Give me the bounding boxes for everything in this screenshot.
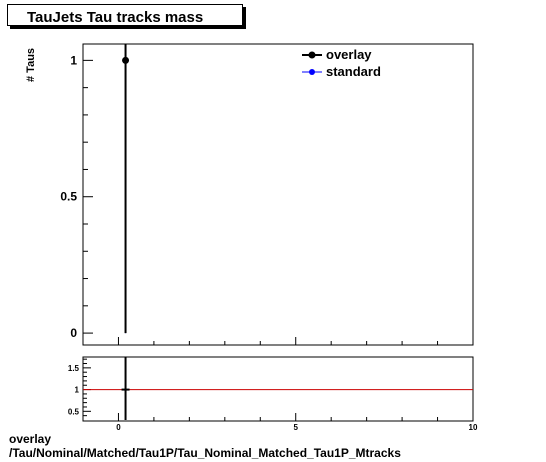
y-axis-label: # Taus <box>25 47 37 82</box>
ratio-x-ticks: 0 5 10 <box>82 413 478 432</box>
legend: overlay standard <box>302 47 381 79</box>
main-series <box>122 44 130 334</box>
main-y-ticks: 00.51 <box>60 53 93 340</box>
ratio-y-tick-label: 1 <box>75 386 80 395</box>
main-plot-frame <box>82 43 474 346</box>
legend-overlay-marker <box>308 51 316 59</box>
footer-line-2: /Tau/Nominal/Matched/Tau1P/Tau_Nominal_M… <box>9 446 401 460</box>
y-tick-label: 0.5 <box>60 190 77 204</box>
ratio-plot-frame <box>82 356 474 422</box>
marker-overlay <box>122 56 130 64</box>
legend-overlay-label: overlay <box>326 47 372 62</box>
main-x-ticks <box>82 337 474 345</box>
legend-standard-label: standard <box>326 64 381 79</box>
ratio-series <box>83 357 473 420</box>
footer-line-1: overlay <box>9 432 52 446</box>
x-tick-label: 10 <box>469 423 478 432</box>
y-tick-label: 0 <box>70 326 77 340</box>
ratio-y-tick-label: 0.5 <box>68 407 80 416</box>
ratio-y-tick-label: 1.5 <box>68 364 80 373</box>
x-tick-label: 5 <box>294 423 299 432</box>
title-box: TauJets Tau tracks mass <box>7 4 243 26</box>
y-tick-label: 1 <box>70 53 77 67</box>
chart-title: TauJets Tau tracks mass <box>27 9 204 26</box>
x-tick-label: 0 <box>116 423 121 432</box>
legend-standard-marker <box>309 69 315 75</box>
